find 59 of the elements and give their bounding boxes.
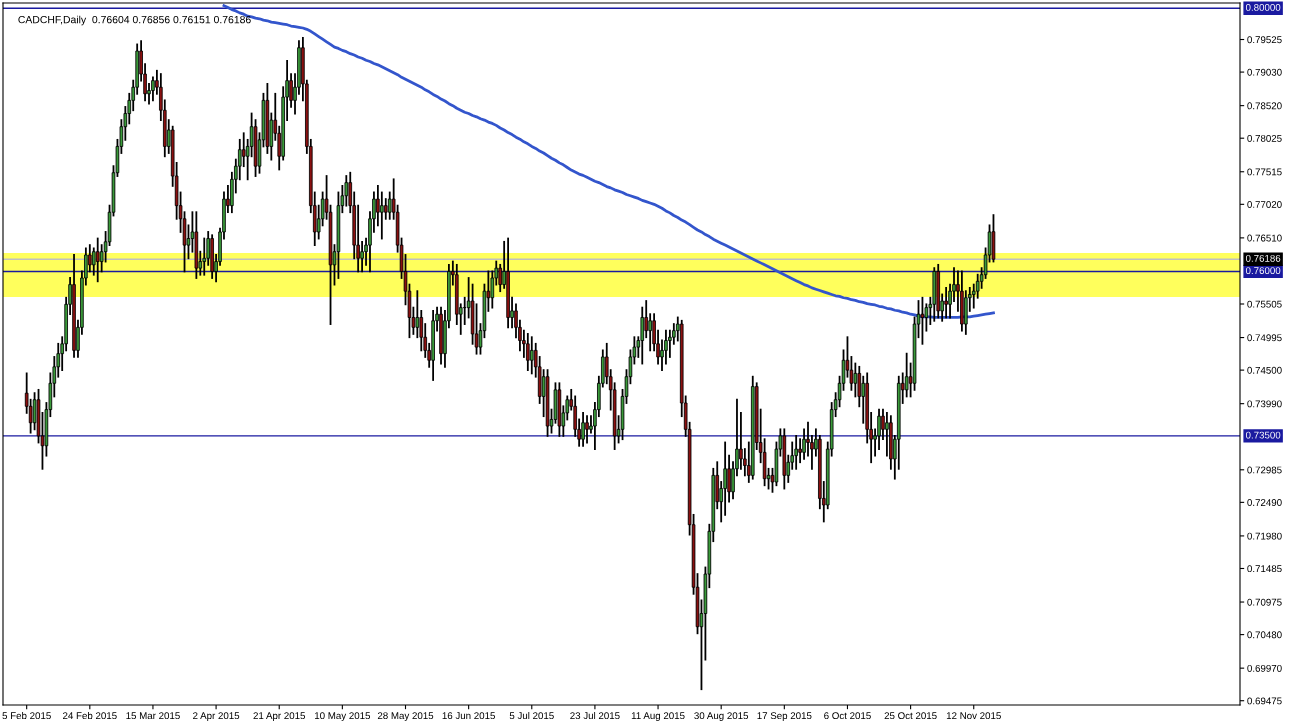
y-tick-label: 0.72490 xyxy=(1247,499,1282,506)
candlestick xyxy=(529,336,534,375)
candlestick xyxy=(241,132,246,168)
x-tick-label: 2 Apr 2015 xyxy=(193,712,240,722)
y-tick-label: 0.76510 xyxy=(1247,234,1282,242)
candlestick xyxy=(585,415,589,444)
candlestick xyxy=(380,191,384,240)
y-tick-label: 0.72985 xyxy=(1247,466,1282,474)
candlestick xyxy=(794,435,798,470)
candlestick xyxy=(383,198,388,220)
candlestick xyxy=(648,313,652,352)
x-tick-label: 6 Oct 2015 xyxy=(824,712,871,720)
x-tick-label: 17 Sep 2015 xyxy=(757,712,812,722)
y-tick-label: 0.77020 xyxy=(1247,201,1282,208)
x-tick-label: 16 Jun 2015 xyxy=(442,712,495,720)
x-tick-label: 5 Feb 2015 xyxy=(2,711,51,720)
x-tick-label: 5 Jul 2015 xyxy=(509,711,554,720)
candlestick xyxy=(95,237,100,283)
x-tick-label: 12 Nov 2015 xyxy=(946,712,1001,720)
y-tick-label: 0.74500 xyxy=(1247,366,1282,374)
text: CADCHF,Daily 0.76604 0.76856 0.76151 0.76186 xyxy=(18,15,251,26)
candlestick xyxy=(853,362,858,398)
y-tick-label: 0.69970 xyxy=(1247,664,1282,672)
y-tick-label: 0.74995 xyxy=(1247,334,1282,342)
candlestick xyxy=(920,296,925,345)
candlestick xyxy=(387,191,392,220)
x-tick-label: 23 Jul 2015 xyxy=(570,711,620,720)
x-tick-label: 21 Apr 2015 xyxy=(253,712,306,722)
y-tick-label: 0.78025 xyxy=(1247,134,1282,142)
ref-line-label: 0.76000 xyxy=(1245,267,1281,275)
y-tick-label: 0.75505 xyxy=(1247,300,1282,308)
x-tick-label: 10 May 2015 xyxy=(315,712,371,722)
x-tick-label: 25 Oct 2015 xyxy=(884,712,937,720)
candlestick xyxy=(798,438,802,464)
candlestick xyxy=(526,333,530,372)
x-tick-label: 28 May 2015 xyxy=(377,712,434,722)
y-tick-label: 0.71485 xyxy=(1247,565,1282,573)
ref-line-label: 0.80000 xyxy=(1245,3,1281,11)
x-tick-label: 15 Mar 2015 xyxy=(126,712,180,720)
x-tick-label: 30 Aug 2015 xyxy=(694,712,749,722)
y-tick-label: 0.69475 xyxy=(1247,697,1282,705)
y-tick-label: 0.78520 xyxy=(1247,102,1282,110)
candlestick xyxy=(885,411,889,457)
y-tick-label: 0.70480 xyxy=(1247,631,1282,639)
ref-line-label: 0.76186 xyxy=(1245,254,1281,262)
candlestick xyxy=(360,240,364,273)
y-tick-label: 0.79525 xyxy=(1247,36,1282,44)
y-tick-label: 0.79030 xyxy=(1247,68,1282,76)
ref-line-label: 0.73500 xyxy=(1245,431,1281,439)
candlestick xyxy=(415,290,420,339)
candlestick xyxy=(944,286,948,319)
y-tick-label: 0.73990 xyxy=(1247,400,1282,408)
y-tick-label: 0.77515 xyxy=(1247,168,1282,176)
candlestick xyxy=(462,296,467,325)
y-tick-label: 0.71980 xyxy=(1247,532,1282,540)
x-tick-label: 24 Feb 2015 xyxy=(63,711,117,720)
y-tick-label: 0.70975 xyxy=(1247,598,1282,606)
candlestick xyxy=(581,411,585,447)
x-tick-label: 11 Aug 2015 xyxy=(631,712,685,722)
